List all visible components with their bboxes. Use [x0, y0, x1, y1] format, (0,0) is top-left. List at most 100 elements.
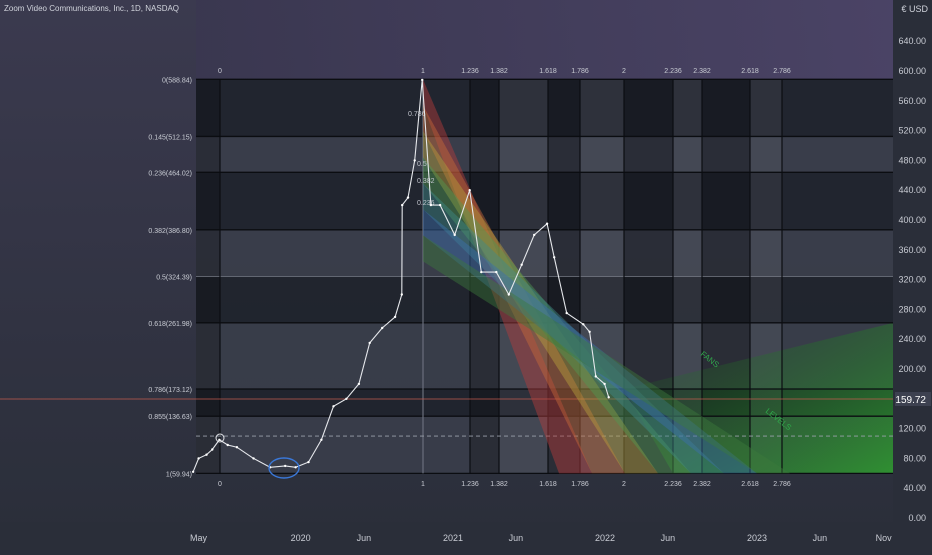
time-zone-label-top: 2.786	[773, 68, 791, 75]
price-tick-label: 400.00	[898, 215, 926, 225]
price-point	[401, 203, 404, 207]
time-zone-label-top: 2.618	[741, 68, 759, 75]
price-point	[332, 405, 335, 408]
time-zone-label-bottom: 2.786	[773, 481, 791, 488]
price-tick-label: 480.00	[898, 155, 926, 165]
fib-band	[196, 79, 893, 137]
fib-level-label: 0.236(464.02)	[148, 170, 192, 177]
price-point	[603, 382, 606, 386]
price-point	[406, 196, 410, 199]
price-point	[307, 460, 310, 464]
fan-level-label: 0.236	[417, 200, 435, 207]
price-point	[211, 448, 214, 451]
fib-band	[196, 276, 893, 323]
fib-level-label: 0(588.84)	[162, 77, 192, 84]
price-point	[588, 330, 591, 333]
time-tick-label: Jun	[357, 533, 372, 543]
time-zone-label-top: 0	[218, 68, 222, 75]
time-zone-label-top: 1	[421, 68, 425, 75]
time-zone-label-top: 2	[622, 68, 626, 75]
price-tick-label: 80.00	[903, 453, 926, 463]
time-zone-label-top: 1.236	[461, 68, 479, 75]
fib-level-label: 0.618(261.98)	[148, 321, 192, 328]
price-point	[480, 270, 483, 274]
fan-band	[423, 79, 592, 474]
time-tick-label: May	[190, 533, 208, 543]
price-point	[205, 453, 208, 456]
time-zone-label-top: 2.236	[664, 68, 682, 75]
time-zone-label-top: 1.618	[539, 68, 557, 75]
price-tick-label: 600.00	[898, 66, 926, 76]
fan-band	[423, 235, 790, 474]
fib-band	[196, 229, 893, 277]
time-zone-label-bottom: 1.618	[539, 481, 557, 488]
price-axis-panel	[893, 0, 932, 550]
price-point	[594, 375, 597, 378]
time-tick-label: Nov	[876, 533, 893, 543]
price-tick-label: 40.00	[903, 483, 926, 493]
price-point	[191, 470, 195, 473]
price-point	[294, 466, 297, 469]
time-tick-label: 2022	[595, 533, 615, 543]
price-point	[533, 233, 536, 237]
price-tick-label: 240.00	[898, 334, 926, 344]
fib-level-label: 0.855(136.63)	[148, 414, 192, 421]
price-tick-label: 120.00	[898, 424, 926, 434]
price-point	[453, 233, 456, 237]
highlight-ellipse	[268, 457, 300, 479]
time-tick-label: Jun	[661, 533, 676, 543]
fib-level-label: 0.145(512.15)	[148, 134, 192, 141]
price-point	[284, 464, 287, 468]
fan-level-label: 0.786	[408, 111, 426, 118]
time-zone-label-bottom: 2.382	[693, 481, 711, 488]
fan-band	[423, 183, 724, 474]
price-point	[413, 159, 416, 162]
currency-label: € USD	[901, 4, 928, 14]
fib-band	[196, 136, 893, 173]
price-tick-label: 440.00	[898, 185, 926, 195]
time-zone-label-bottom: 1	[421, 481, 425, 488]
time-tick-label: Jun	[813, 533, 828, 543]
fib-level-label: 0.5(324.39)	[156, 274, 192, 281]
time-zone-label-bottom: 2	[622, 481, 626, 488]
fan-band	[423, 105, 625, 474]
last-price-value: 159.72	[895, 395, 926, 406]
time-zone-label-bottom: 2.618	[741, 481, 759, 488]
price-tick-label: 640.00	[898, 36, 926, 46]
price-point	[545, 222, 549, 225]
fan-band	[423, 209, 757, 474]
price-point	[582, 323, 585, 326]
price-point	[235, 446, 239, 449]
price-point	[357, 382, 361, 386]
time-zone-label-bottom: 1.786	[571, 481, 589, 488]
symbol-header: Zoom Video Communications, Inc., 1D, NAS…	[4, 4, 180, 13]
price-point	[197, 457, 200, 460]
price-point	[252, 457, 255, 460]
price-tick-label: 320.00	[898, 275, 926, 285]
price-point	[218, 438, 221, 441]
price-point	[400, 293, 403, 296]
price-point	[520, 263, 523, 266]
time-axis-panel	[0, 522, 932, 550]
price-point	[393, 315, 397, 319]
price-point	[507, 293, 510, 296]
price-tick-label: 0.00	[908, 513, 926, 523]
fan-band	[423, 157, 691, 474]
time-tick-label: 2020	[291, 533, 311, 543]
price-point	[421, 78, 424, 82]
time-zone-label-top: 1.382	[490, 68, 508, 75]
price-tick-label: 520.00	[898, 126, 926, 136]
price-point	[607, 396, 610, 399]
time-tick-label: Jun	[509, 533, 524, 543]
fan-band	[423, 131, 658, 474]
price-tick-label: 200.00	[898, 364, 926, 374]
price-point	[553, 256, 556, 259]
price-point	[226, 443, 229, 447]
price-tick-label: 280.00	[898, 304, 926, 314]
price-tick-label: 360.00	[898, 245, 926, 255]
fan-level-label: 0.382	[417, 178, 435, 185]
price-point	[381, 326, 384, 330]
fib-level-label: 0.786(173.12)	[148, 387, 192, 394]
